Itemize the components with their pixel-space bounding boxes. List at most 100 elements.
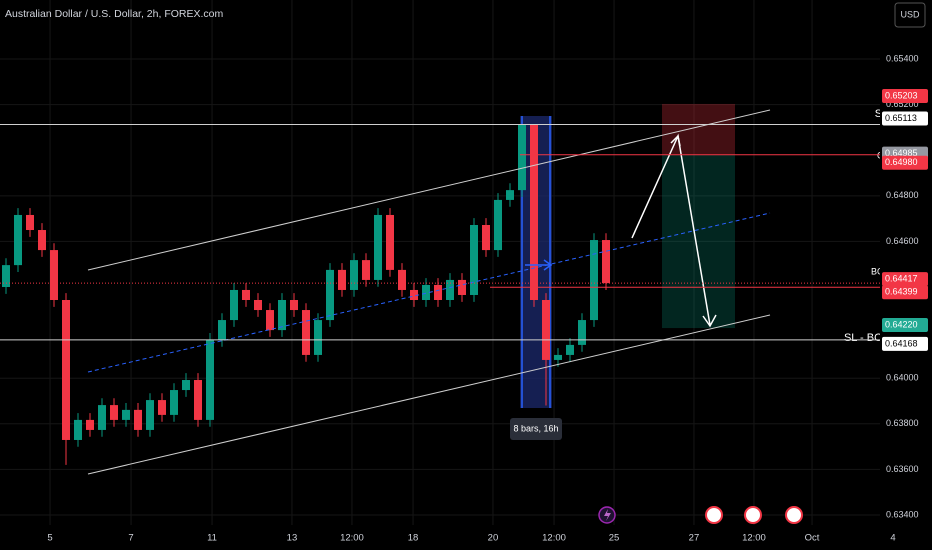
x-tick-label: 12:00 [542,533,566,544]
target-zone [662,154,735,329]
price-label: 0.64399 [885,287,918,297]
candle-body [350,260,358,290]
candle-body [110,405,118,420]
candle-body [2,265,10,288]
x-tick-label: Oct [805,533,820,544]
price-label-box [882,155,928,170]
time-axis [0,525,932,550]
currency-button[interactable] [894,2,926,28]
range-label-box [510,418,562,440]
x-tick-label: 13 [287,533,298,544]
candle-body [458,279,466,295]
candle-body [566,344,574,355]
candle-body [254,300,262,311]
y-tick-label: 0.65200 [886,99,919,109]
candles [2,124,610,465]
candle-body [578,320,586,345]
sl-bos-label: SL - BOS [844,332,890,344]
y-tick-label: 0.63600 [886,464,919,474]
candle-body [362,260,370,280]
candle-body [494,199,502,251]
candle-body [194,380,202,420]
axes: 0.65400 0.65200 0.64800 0.64600 0.64000 0.638… [47,53,928,544]
event-flag [744,506,762,524]
candle-body [86,419,94,430]
candle-body [242,289,250,300]
candle-body [278,300,286,331]
candle-body [134,409,142,430]
candle-body [302,310,310,355]
candle-body [314,320,322,355]
candle-body [26,214,34,231]
price-label-box [882,285,928,300]
price-label: 0.65113 [885,113,917,123]
candle-body [158,400,166,415]
x-tick-label: 7 [128,533,133,544]
price-label-box [882,336,928,351]
price-label: 0.64417 [885,274,918,284]
candle-body [470,225,478,295]
candle-body [518,124,526,191]
x-tick-label: 20 [488,533,499,544]
candle-body [266,310,274,331]
candle-body [170,390,178,415]
candle-body [422,284,430,300]
candle-body [206,339,214,420]
candle-body [122,409,130,420]
price-label: 0.64980 [885,157,918,167]
arrowhead [670,134,681,147]
candle-body [14,214,22,266]
x-tick-label: 25 [609,533,620,544]
price-label-box [882,272,928,287]
price-label-box [882,111,928,126]
candle-body [386,214,394,270]
event-flag [705,506,723,524]
candle-body [506,190,514,200]
candle-body [530,124,538,300]
event-flag [785,506,803,524]
price-label: 0.64985 [885,148,918,158]
channel-upper [87,109,771,271]
candle-body [74,419,82,440]
candle-body [554,354,562,360]
range-arrowhead [543,259,553,271]
y-tick-label: 0.64600 [886,236,919,246]
y-tick-label: 0.64800 [886,190,919,200]
x-tick-label: 5 [47,533,52,544]
currency[interactable]: USD [900,9,920,19]
channel-mid [87,212,771,373]
candle-body [290,300,298,311]
price-label-box [882,88,928,103]
candle-body [602,240,610,284]
y-tick-label: 0.64000 [886,373,919,383]
candle-body [398,269,406,290]
drawings [520,103,735,408]
candle-body [62,300,70,440]
candle-body [410,289,418,300]
arrowhead [702,314,717,328]
x-tick-label: 12:00 [742,533,766,544]
candle-body [146,400,154,430]
candle-body [50,250,58,300]
candle-body [374,214,382,280]
candle-body [338,269,346,290]
y-tick-label: 0.63400 [886,509,919,519]
candle-body [98,405,106,430]
x-tick-label: 4 [890,533,895,544]
price-label: 0.64220 [885,319,918,329]
price-label: 0.65203 [885,90,918,100]
candle-body [326,269,334,321]
candle-body [542,300,550,360]
y-tick-label: 0.63800 [886,418,919,428]
lightning [604,509,611,521]
x-tick-label: 11 [207,533,217,544]
y-tick-label: 0.65400 [886,53,919,63]
candle-body [434,284,442,300]
price-label-box [882,318,928,333]
x-tick-label: 27 [689,533,700,544]
channel-lower [87,314,771,475]
price-label: 0.64168 [885,338,918,348]
